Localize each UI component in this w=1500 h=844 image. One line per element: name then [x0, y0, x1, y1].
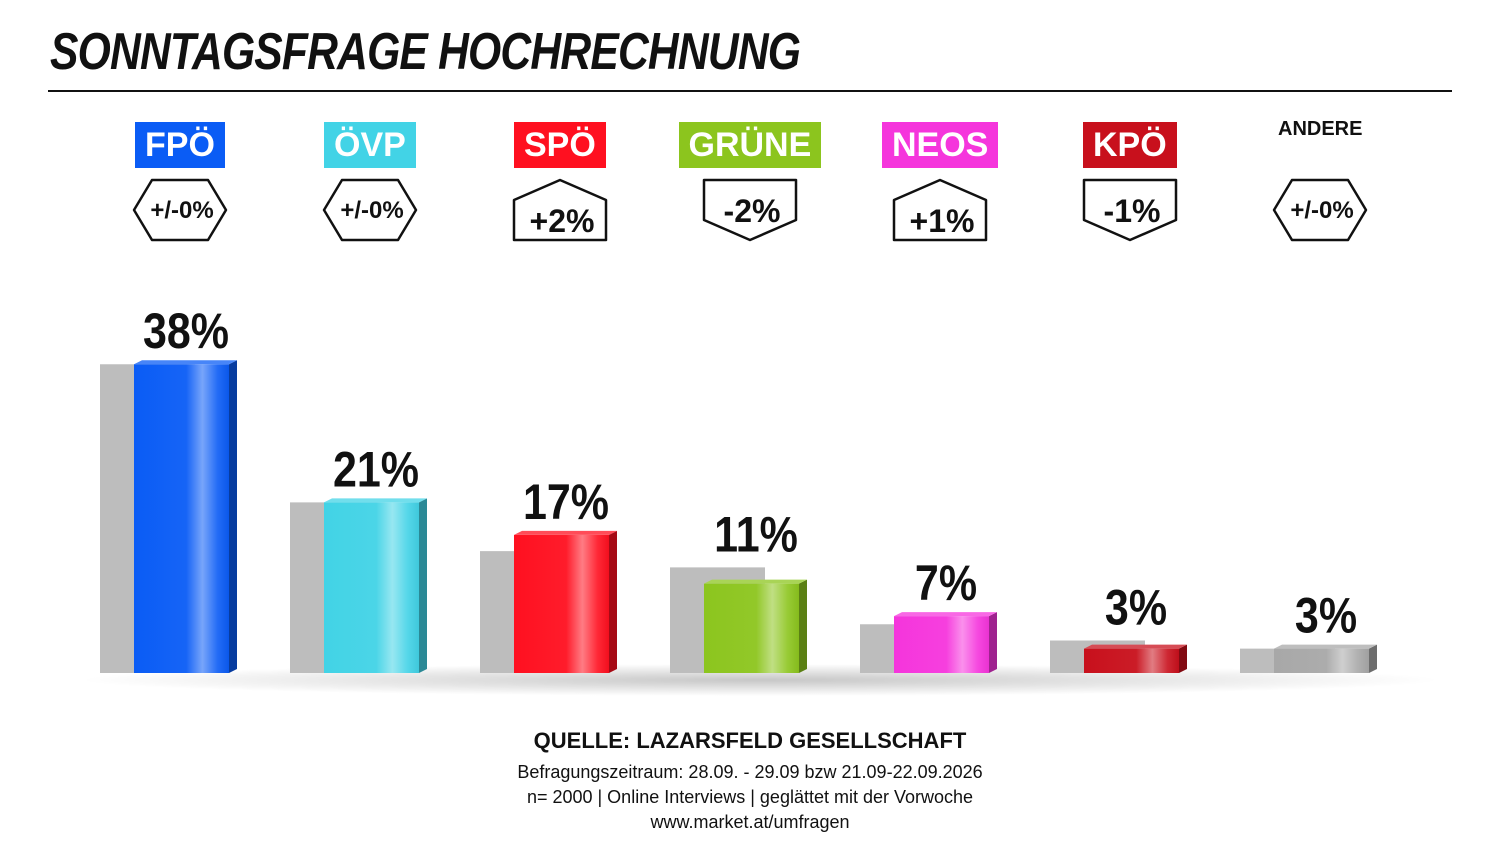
value-label-andere: 3% [1295, 588, 1357, 644]
change-badge-vp: +/-0% [322, 178, 422, 244]
change-badge-neos: +1% [892, 178, 992, 244]
change-badge-andere: +/-0% [1272, 178, 1372, 244]
value-label-vp: 21% [333, 441, 419, 497]
change-value: +/-0% [340, 197, 404, 224]
bar-neos [894, 612, 997, 673]
change-value: +/-0% [150, 197, 214, 224]
value-label-sp: 17% [523, 474, 609, 530]
chart-title: SONNTAGSFRAGE HOCHRECHNUNG [50, 23, 801, 81]
bar-grne [704, 579, 807, 673]
sample-text: n= 2000 | Online Interviews | geglättet … [526, 787, 974, 807]
change-value: +1% [909, 202, 975, 239]
bar-sp [514, 530, 617, 673]
value-label-neos: 7% [915, 555, 977, 611]
change-badge-sp: +2% [512, 178, 612, 244]
value-label-fp: 38% [143, 303, 229, 359]
bar-kp [1084, 644, 1187, 673]
party-label-neos: NEOS [882, 122, 999, 168]
value-label-kp: 3% [1105, 579, 1167, 635]
change-value: +/-0% [1290, 197, 1354, 224]
change-value: -1% [1103, 192, 1161, 229]
change-value: -2% [723, 192, 781, 229]
bar-andere [1274, 644, 1377, 673]
party-label-andere: ANDERE [1278, 118, 1363, 140]
party-label-kp: KPÖ [1083, 122, 1177, 168]
change-value: +2% [529, 202, 595, 239]
change-badge-fp: +/-0% [132, 178, 232, 244]
source-text: QUELLE: LAZARSFELD GESELLSCHAFT [533, 728, 967, 753]
change-badge-grne: -2% [702, 178, 802, 244]
url-text: www.market.at/umfragen [650, 812, 850, 832]
period-text: Befragungszeitraum: 28.09. - 29.09 bzw 2… [517, 762, 983, 782]
value-label-grne: 11% [714, 506, 798, 562]
party-label-fp: FPÖ [135, 122, 225, 168]
bar-vp [324, 498, 427, 673]
party-label-vp: ÖVP [324, 122, 416, 168]
party-label-sp: SPÖ [514, 122, 606, 168]
title-divider [48, 90, 1452, 92]
change-badge-kp: -1% [1082, 178, 1182, 244]
bar-fp [134, 360, 237, 673]
party-label-grne: GRÜNE [678, 122, 822, 168]
